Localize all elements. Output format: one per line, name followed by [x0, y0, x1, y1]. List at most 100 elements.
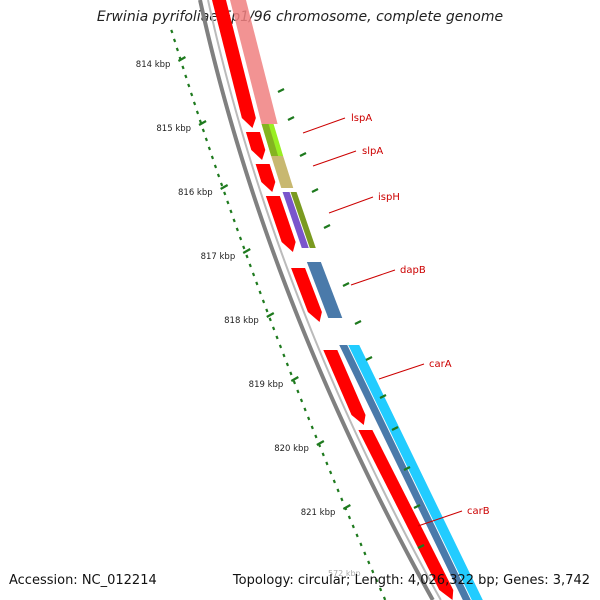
cds-arrow	[255, 164, 276, 192]
ruler-tick-label: 819 kbp	[249, 380, 284, 390]
ruler-dot	[347, 515, 352, 520]
track-tick	[365, 356, 373, 361]
ruler-dot	[265, 308, 269, 313]
cds-arrow	[323, 350, 366, 425]
cog-block	[290, 192, 316, 248]
ruler-dot	[303, 407, 307, 412]
gene-leader-line	[312, 150, 357, 167]
ruler-dot	[238, 236, 243, 241]
genome-stats-text: Topology: circular; Length: 4,026,322 bp…	[232, 573, 590, 588]
ruler-dot	[296, 389, 300, 394]
gene-leader-line	[417, 510, 463, 527]
ruler-dot	[375, 578, 379, 583]
cds-arrow	[212, 0, 256, 128]
gene-leader-line	[302, 117, 346, 134]
track-tick	[323, 224, 331, 229]
ruler-dot	[310, 425, 314, 430]
ruler-dot	[325, 461, 329, 466]
ruler-tick	[220, 184, 229, 190]
ruler-tick	[316, 440, 325, 446]
ruler-dot	[275, 335, 279, 340]
ruler-dot	[216, 173, 221, 178]
ruler-dot	[336, 488, 340, 493]
ruler-tick	[242, 248, 251, 254]
ruler-dot	[242, 245, 246, 250]
ruler-tick-label: 817 kbp	[201, 252, 236, 262]
cog-block	[230, 0, 278, 124]
ruler-dot	[190, 92, 194, 97]
ruler-dot	[278, 344, 283, 349]
ruler-dot	[187, 83, 191, 88]
ruler-dot	[195, 110, 200, 115]
track-tick	[354, 320, 362, 325]
ruler-dot	[367, 560, 371, 565]
ruler-dot	[207, 146, 212, 151]
ruler-dot	[314, 434, 318, 439]
track-tick	[342, 282, 350, 287]
gene-leader-line	[328, 196, 374, 214]
ruler-dot	[282, 353, 286, 358]
ruler-dot	[363, 551, 367, 556]
map-title: Erwinia pyrifoliae Ep1/96 chromosome, co…	[96, 9, 504, 25]
cds-arrow	[245, 132, 266, 160]
ruler-dot	[219, 182, 224, 187]
backbone-line	[198, 0, 435, 600]
ruler-tick	[266, 312, 275, 318]
ruler-dot	[340, 497, 344, 502]
track-tick	[391, 426, 399, 431]
cog-block	[348, 345, 483, 600]
cog-block	[271, 156, 294, 188]
cog-block	[261, 124, 279, 156]
ruler-tick-label: 814 kbp	[136, 60, 171, 70]
ruler-dot	[261, 299, 266, 304]
cog-block	[306, 262, 343, 318]
ruler-tick	[177, 56, 186, 62]
ruler-dot	[204, 137, 208, 142]
accession-text: Accession: NC_012214	[9, 573, 157, 588]
gene-label-slpa: slpA	[362, 146, 383, 157]
ruler-dot	[355, 533, 359, 538]
ruler-dot	[332, 479, 336, 484]
ruler-dot	[371, 569, 375, 574]
ruler-dot	[328, 470, 333, 475]
gene-label-carb: carB	[467, 506, 490, 517]
ruler-dot	[292, 380, 297, 385]
ruler-dot	[223, 191, 227, 196]
ruler-dot	[268, 317, 272, 322]
ruler-dot	[378, 587, 383, 592]
ruler-dot	[351, 524, 355, 529]
ruler-dot	[213, 164, 218, 169]
cog-block	[282, 192, 309, 248]
ruler-dot	[181, 65, 185, 70]
ruler-dot	[255, 281, 259, 286]
ruler-dot	[272, 326, 276, 331]
ruler-dot	[285, 362, 290, 367]
cds-arrow	[291, 268, 322, 322]
ruler-tick	[290, 376, 299, 382]
ruler-dot	[321, 452, 325, 457]
backbone-shadow	[207, 0, 442, 600]
ruler-dot	[299, 398, 304, 403]
track-tick	[417, 544, 425, 549]
cog-block	[339, 345, 471, 600]
ruler-ghost-label: 572 kbp	[328, 569, 361, 578]
gene-leader-line	[350, 269, 396, 286]
ruler-dot	[229, 209, 233, 214]
gene-leader-line	[378, 363, 425, 380]
ruler-tick-label: 815 kbp	[156, 124, 191, 134]
ruler-dot	[359, 542, 363, 547]
cds-arrow	[265, 196, 296, 252]
ruler-dot	[248, 263, 252, 268]
gene-label-lspa: lspA	[351, 113, 372, 124]
ruler-dot	[232, 218, 236, 223]
ruler-dot	[251, 272, 256, 277]
track-tick	[277, 88, 285, 93]
ruler-dot	[245, 254, 249, 259]
ruler-dot	[307, 416, 311, 421]
gene-labels: lspA slpA ispH dapB carA carB	[302, 113, 490, 527]
track-tick	[413, 504, 421, 509]
ruler-dot	[289, 371, 293, 376]
ruler-dot	[210, 155, 215, 160]
track-tick	[299, 152, 307, 157]
